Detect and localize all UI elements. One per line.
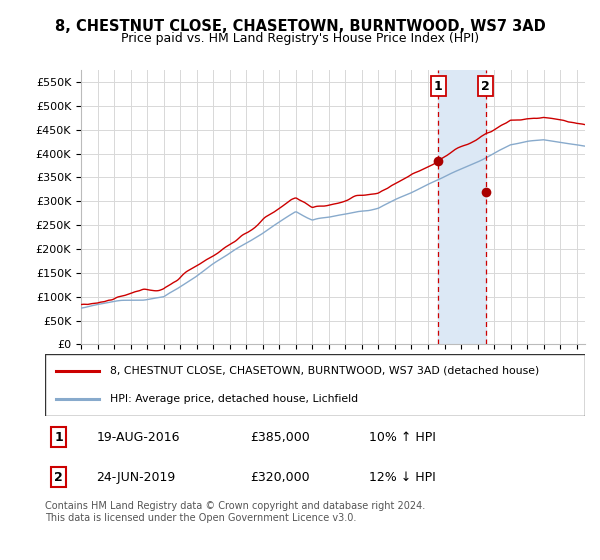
Text: Contains HM Land Registry data © Crown copyright and database right 2024.
This d: Contains HM Land Registry data © Crown c…	[45, 501, 425, 523]
Text: 19-AUG-2016: 19-AUG-2016	[96, 431, 180, 444]
Text: HPI: Average price, detached house, Lichfield: HPI: Average price, detached house, Lich…	[110, 394, 358, 404]
Text: 24-JUN-2019: 24-JUN-2019	[96, 471, 176, 484]
Text: £385,000: £385,000	[250, 431, 310, 444]
Text: 10% ↑ HPI: 10% ↑ HPI	[369, 431, 436, 444]
Text: 2: 2	[54, 471, 63, 484]
Bar	[439, 70, 485, 344]
Text: £320,000: £320,000	[250, 471, 310, 484]
Text: Price paid vs. HM Land Registry's House Price Index (HPI): Price paid vs. HM Land Registry's House …	[121, 32, 479, 45]
Text: 2: 2	[481, 80, 490, 92]
Text: 1: 1	[54, 431, 63, 444]
Text: 12% ↓ HPI: 12% ↓ HPI	[369, 471, 436, 484]
Text: 8, CHESTNUT CLOSE, CHASETOWN, BURNTWOOD, WS7 3AD: 8, CHESTNUT CLOSE, CHASETOWN, BURNTWOOD,…	[55, 19, 545, 34]
Text: 8, CHESTNUT CLOSE, CHASETOWN, BURNTWOOD, WS7 3AD (detached house): 8, CHESTNUT CLOSE, CHASETOWN, BURNTWOOD,…	[110, 366, 539, 376]
Text: 1: 1	[434, 80, 443, 92]
